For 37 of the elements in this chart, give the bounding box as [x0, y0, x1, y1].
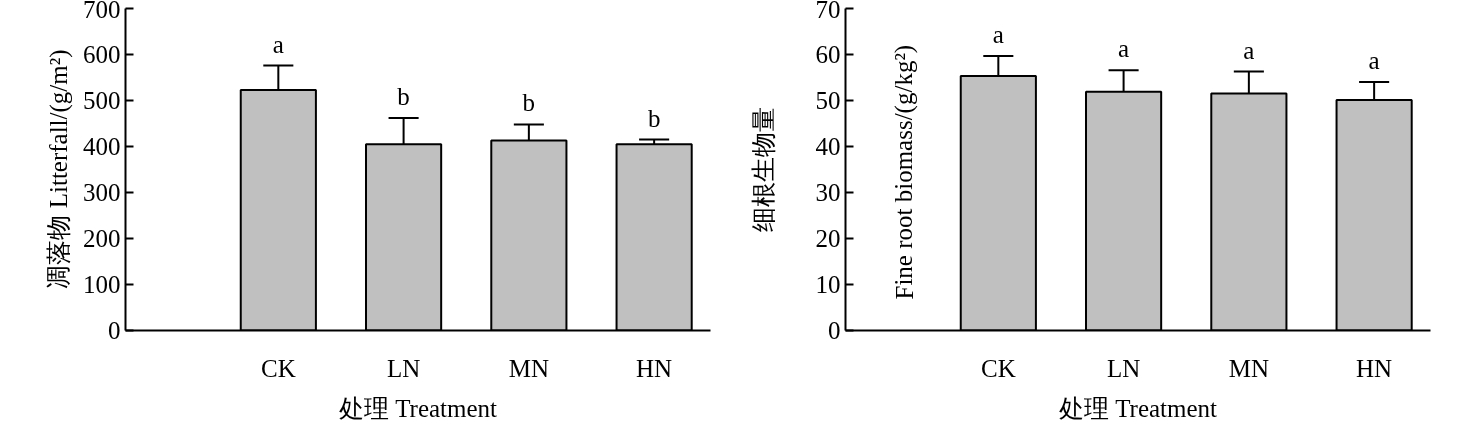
annotation: a: [1368, 47, 1380, 75]
annotation: b: [522, 89, 536, 117]
y-tick-label: 200: [83, 225, 121, 252]
annotation: a: [272, 30, 284, 58]
x-tick-label: HN: [636, 354, 673, 382]
y-tick-label: 40: [815, 133, 841, 160]
x-tick-label: MN: [1228, 354, 1270, 382]
y2-axis-title: Fine root biomass/(g/kg²): [890, 44, 919, 300]
annotation: b: [647, 104, 661, 132]
y-tick-label: 50: [815, 87, 841, 114]
annotation: a: [992, 20, 1004, 48]
x-tick-label: CK: [980, 354, 1016, 382]
x-axis-title: 处理 Treatment: [1058, 394, 1218, 422]
x-tick-label: LN: [386, 354, 421, 382]
y-tick-label: 0: [828, 317, 841, 344]
x-tick-label: MN: [508, 354, 550, 382]
y-axis-title: 凋落物 Litterfall/(g/m²): [45, 49, 73, 290]
y-tick-label: 700: [83, 0, 121, 23]
y-tick-label: 70: [815, 0, 841, 23]
x-axis-title: 处理 Treatment: [338, 394, 498, 422]
annotation: a: [1243, 36, 1255, 64]
annotation: b: [397, 82, 410, 110]
y-tick-label: 400: [83, 133, 121, 160]
y-tick-label: 20: [815, 225, 841, 252]
y-tick-label: 500: [83, 87, 121, 114]
x-tick-label: LN: [1106, 354, 1141, 382]
y-tick-label: 600: [83, 41, 121, 68]
annotation: a: [1118, 35, 1130, 63]
x-tick-label: CK: [260, 354, 296, 382]
y-tick-label: 30: [815, 179, 841, 206]
x-tick-label: HN: [1356, 354, 1393, 382]
y-tick-label: 0: [108, 317, 121, 344]
y-tick-label: 300: [83, 179, 121, 206]
y-axis-title: 细根生物量: [749, 107, 777, 232]
y-tick-label: 10: [815, 271, 841, 298]
y-tick-label: 60: [815, 41, 841, 68]
y-tick-label: 100: [83, 271, 121, 298]
